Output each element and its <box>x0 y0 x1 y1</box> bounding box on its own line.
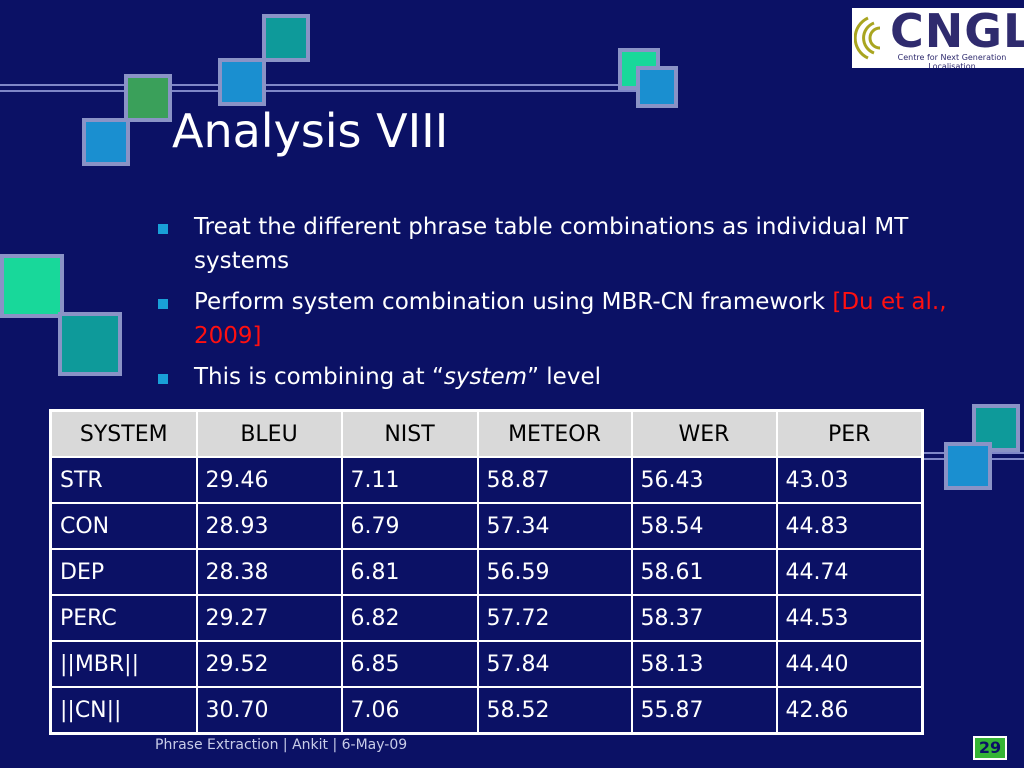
results-table: SYSTEM BLEU NIST METEOR WER PER STR 29.4… <box>49 409 924 735</box>
decor-square <box>944 442 992 490</box>
bullet-text-suffix: ” level <box>527 364 601 390</box>
decor-line-top <box>0 84 655 86</box>
table-cell: ||CN|| <box>49 686 198 735</box>
page-number-badge: 29 <box>973 736 1007 760</box>
column-header: PER <box>775 409 924 458</box>
table-row: DEP 28.38 6.81 56.59 58.61 44.74 <box>49 548 924 596</box>
column-header: BLEU <box>195 409 343 458</box>
table-cell: 44.83 <box>775 502 924 550</box>
table-cell: 29.46 <box>195 456 343 504</box>
table-row: ||CN|| 30.70 7.06 58.52 55.87 42.86 <box>49 686 924 735</box>
table-cell: 6.85 <box>340 640 479 688</box>
table-cell: 6.81 <box>340 548 479 596</box>
table-cell: 57.84 <box>476 640 633 688</box>
table-row: ||MBR|| 29.52 6.85 57.84 58.13 44.40 <box>49 640 924 688</box>
table-cell: 6.79 <box>340 502 479 550</box>
table-cell: 56.43 <box>630 456 778 504</box>
bullet-list: Treat the different phrase table combina… <box>158 210 958 401</box>
table-header-row: SYSTEM BLEU NIST METEOR WER PER <box>49 409 924 458</box>
table-cell: 30.70 <box>195 686 343 735</box>
table-cell: 7.06 <box>340 686 479 735</box>
decor-square <box>636 66 678 108</box>
decor-square <box>218 58 266 106</box>
table-cell: 58.13 <box>630 640 778 688</box>
column-header: WER <box>630 409 778 458</box>
table-cell: PERC <box>49 594 198 642</box>
table-cell: 44.53 <box>775 594 924 642</box>
bullet-marker-icon <box>158 224 168 234</box>
bullet-emphasis: system <box>443 364 528 390</box>
table-cell: ||MBR|| <box>49 640 198 688</box>
table-cell: 28.38 <box>195 548 343 596</box>
column-header: METEOR <box>476 409 633 458</box>
slide-title: Analysis VIII <box>172 104 449 158</box>
table-cell: 6.82 <box>340 594 479 642</box>
table-cell: 58.87 <box>476 456 633 504</box>
decor-square <box>82 118 130 166</box>
table-cell: 57.72 <box>476 594 633 642</box>
bullet-marker-icon <box>158 299 168 309</box>
table-cell: 57.34 <box>476 502 633 550</box>
table-cell: 58.37 <box>630 594 778 642</box>
bullet-text-prefix: This is combining at “ <box>194 364 444 390</box>
table-cell: STR <box>49 456 198 504</box>
table-cell: 29.27 <box>195 594 343 642</box>
table-cell: 44.40 <box>775 640 924 688</box>
table-cell: 28.93 <box>195 502 343 550</box>
signal-arcs-icon <box>854 16 881 60</box>
bullet-item: This is combining at “system” level <box>158 360 958 394</box>
bullet-text: Perform system combination using MBR-CN … <box>194 289 833 315</box>
table-cell: 55.87 <box>630 686 778 735</box>
bullet-marker-icon <box>158 374 168 384</box>
table-cell: 58.61 <box>630 548 778 596</box>
table-cell: 44.74 <box>775 548 924 596</box>
bullet-item: Treat the different phrase table combina… <box>158 210 958 278</box>
table-cell: DEP <box>49 548 198 596</box>
table-cell: 43.03 <box>775 456 924 504</box>
citation: [Du et al., 2009] <box>194 289 947 349</box>
decor-square <box>262 14 310 62</box>
table-row: CON 28.93 6.79 57.34 58.54 44.83 <box>49 502 924 550</box>
column-header: SYSTEM <box>49 409 198 458</box>
logo-text: CNGL <box>890 8 1024 58</box>
column-header: NIST <box>340 409 479 458</box>
bullet-text: Treat the different phrase table combina… <box>194 214 909 274</box>
table-cell: 29.52 <box>195 640 343 688</box>
slide-footer: Phrase Extraction | Ankit | 6-May-09 <box>155 737 408 753</box>
table-cell: 58.54 <box>630 502 778 550</box>
decor-line-top-2 <box>0 90 655 92</box>
logo-subtitle: Centre for Next Generation Localisation <box>897 53 1007 68</box>
table-cell: 56.59 <box>476 548 633 596</box>
decor-square <box>58 312 122 376</box>
table-cell: 7.11 <box>340 456 479 504</box>
decor-square <box>124 74 172 122</box>
cngl-logo: CNGL Centre for Next Generation Localisa… <box>852 8 1024 68</box>
table-row: PERC 29.27 6.82 57.72 58.37 44.53 <box>49 594 924 642</box>
bullet-item: Perform system combination using MBR-CN … <box>158 285 958 353</box>
table-cell: 58.52 <box>476 686 633 735</box>
table-cell: 42.86 <box>775 686 924 735</box>
decor-square <box>0 254 64 318</box>
table-cell: CON <box>49 502 198 550</box>
table-row: STR 29.46 7.11 58.87 56.43 43.03 <box>49 456 924 504</box>
